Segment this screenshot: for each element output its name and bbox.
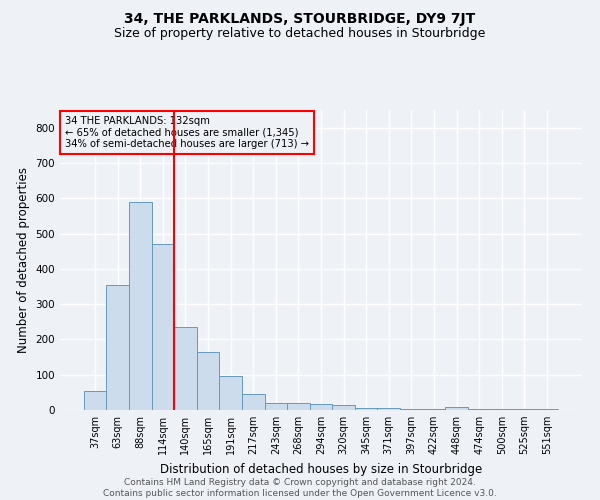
Bar <box>422 409 445 410</box>
Bar <box>174 327 197 410</box>
Bar <box>355 408 377 410</box>
Bar <box>332 406 355 410</box>
Bar <box>106 284 129 410</box>
Text: Contains HM Land Registry data © Crown copyright and database right 2024.
Contai: Contains HM Land Registry data © Crown c… <box>103 478 497 498</box>
Bar <box>513 409 536 410</box>
Bar <box>468 409 490 410</box>
Bar <box>129 202 152 410</box>
Bar <box>310 404 332 410</box>
Y-axis label: Number of detached properties: Number of detached properties <box>17 167 30 353</box>
Bar <box>377 408 400 410</box>
Bar <box>536 408 558 410</box>
Text: 34 THE PARKLANDS: 132sqm
← 65% of detached houses are smaller (1,345)
34% of sem: 34 THE PARKLANDS: 132sqm ← 65% of detach… <box>65 116 309 149</box>
Bar <box>242 394 265 410</box>
Bar <box>84 390 106 410</box>
Bar <box>197 352 220 410</box>
Bar <box>152 244 174 410</box>
X-axis label: Distribution of detached houses by size in Stourbridge: Distribution of detached houses by size … <box>160 462 482 475</box>
Bar <box>265 403 287 410</box>
Text: 34, THE PARKLANDS, STOURBRIDGE, DY9 7JT: 34, THE PARKLANDS, STOURBRIDGE, DY9 7JT <box>124 12 476 26</box>
Bar <box>400 408 422 410</box>
Bar <box>287 404 310 410</box>
Bar <box>220 376 242 410</box>
Text: Size of property relative to detached houses in Stourbridge: Size of property relative to detached ho… <box>115 28 485 40</box>
Bar <box>445 407 468 410</box>
